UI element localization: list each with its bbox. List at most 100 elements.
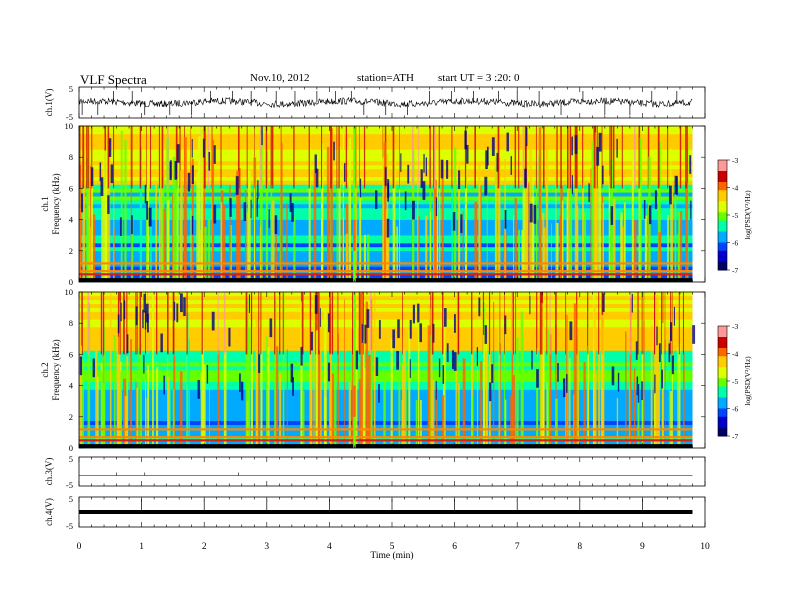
- low-power-gap: [643, 200, 646, 219]
- sferic-streak: [433, 179, 437, 282]
- sferic-streak-high: [131, 126, 133, 189]
- low-power-gap: [208, 151, 211, 171]
- sferic-streak: [678, 211, 681, 282]
- sferic-streak: [358, 378, 362, 448]
- sferic-streak-high: [319, 292, 320, 355]
- sferic-streak-high: [667, 126, 669, 189]
- colorbar-segment: [718, 212, 727, 216]
- sferic-streak: [117, 301, 121, 448]
- sferic-streak: [86, 158, 89, 282]
- sferic-streak: [255, 317, 258, 448]
- sferic-streak: [248, 170, 251, 282]
- sferic-streak-high: [535, 126, 537, 189]
- sferic-streak: [274, 299, 277, 448]
- colorbar-segment: [718, 416, 727, 420]
- colorbar-segment: [718, 339, 727, 343]
- sferic-streak: [185, 193, 187, 282]
- freq-band: [79, 377, 693, 382]
- colorbar-segment: [718, 234, 727, 238]
- sferic-streak: [462, 211, 464, 282]
- sferic-streak: [536, 348, 538, 448]
- colorbar-segment: [718, 184, 727, 188]
- low-power-gap: [435, 197, 438, 217]
- low-power-gap: [314, 295, 318, 314]
- low-power-gap: [191, 138, 193, 158]
- low-power-gap: [90, 167, 94, 187]
- sferic-streak-high: [438, 126, 440, 189]
- sferic-streak-high: [382, 126, 384, 189]
- low-power-gap: [100, 177, 104, 196]
- xtick-label: 8: [577, 542, 582, 552]
- sferic-streak: [265, 151, 269, 282]
- colorbar-segment: [718, 220, 727, 224]
- sferic-streak-high: [458, 292, 460, 355]
- sferic-streak-high: [179, 126, 181, 189]
- sferic-streak: [398, 354, 401, 448]
- sferic-streak: [650, 325, 653, 448]
- sferic-streak-high: [145, 126, 147, 189]
- colorbar-segment: [718, 228, 727, 232]
- colorbar-segment: [718, 165, 727, 169]
- sferic-streak: [158, 142, 161, 282]
- sferic-streak: [486, 185, 488, 282]
- sferic-streak: [180, 170, 183, 282]
- sferic-streak: [657, 142, 661, 282]
- low-power-gap: [674, 175, 678, 195]
- low-power-gap: [668, 185, 672, 205]
- low-power-gap: [123, 300, 126, 320]
- freq-band: [79, 440, 693, 445]
- sferic-streak: [510, 395, 513, 448]
- sferic-streak: [576, 205, 579, 282]
- low-power-gap: [197, 380, 200, 399]
- sferic-streak-high: [392, 126, 395, 189]
- narrowband-line: [79, 273, 693, 276]
- sferic-streak-high: [359, 126, 360, 189]
- sferic-streak: [679, 211, 683, 282]
- sferic-streak: [286, 203, 288, 282]
- low-power-gap: [213, 145, 216, 164]
- sferic-streak: [565, 378, 567, 448]
- sferic-streak-high: [301, 292, 304, 355]
- sferic-streak: [333, 362, 337, 448]
- low-power-gap: [533, 205, 537, 224]
- sferic-streak: [282, 293, 285, 448]
- sferic-streak: [455, 320, 457, 448]
- sferic-streak-high: [543, 126, 545, 189]
- sferic-streak: [566, 197, 568, 282]
- narrowband-line: [79, 428, 693, 431]
- sferic-streak-high: [512, 292, 514, 355]
- sferic-streak: [576, 335, 579, 448]
- sferic-streak: [124, 396, 128, 448]
- sferic-streak: [383, 378, 386, 448]
- low-power-gap: [126, 334, 129, 354]
- sferic-streak-high: [258, 292, 260, 355]
- freq-band: [79, 327, 693, 332]
- freq-band: [79, 370, 693, 375]
- sferic-streak: [546, 382, 548, 448]
- sferic-streak-high: [220, 126, 222, 189]
- spectrogram-ytick-label: 6: [69, 183, 73, 193]
- low-power-gap: [366, 309, 370, 328]
- freq-band: [79, 350, 693, 355]
- sferic-streak-high: [173, 292, 175, 355]
- sferic-streak: [621, 226, 624, 282]
- sferic-streak: [405, 388, 407, 448]
- low-power-gap: [400, 153, 402, 173]
- x-axis-label: Time (min): [370, 550, 413, 561]
- sferic-streak: [431, 307, 433, 448]
- colorbar-segment: [718, 195, 727, 199]
- sferic-streak-high: [511, 292, 513, 355]
- spectrogram-ytick-label: 8: [69, 152, 73, 162]
- low-power-gap: [146, 313, 149, 333]
- freq-band: [79, 362, 693, 367]
- colorbar-segment: [718, 361, 727, 365]
- sferic-streak: [342, 133, 345, 282]
- colorbar-segment: [718, 422, 727, 426]
- spectrogram-ytick-label: 0: [69, 277, 73, 287]
- sferic-streak-high: [100, 292, 103, 355]
- low-power-gap: [146, 201, 149, 220]
- sferic-streak-high: [271, 126, 274, 189]
- colorbar-segment: [718, 215, 727, 219]
- sferic-streak-high: [433, 126, 435, 189]
- colorbar-segment: [718, 425, 727, 429]
